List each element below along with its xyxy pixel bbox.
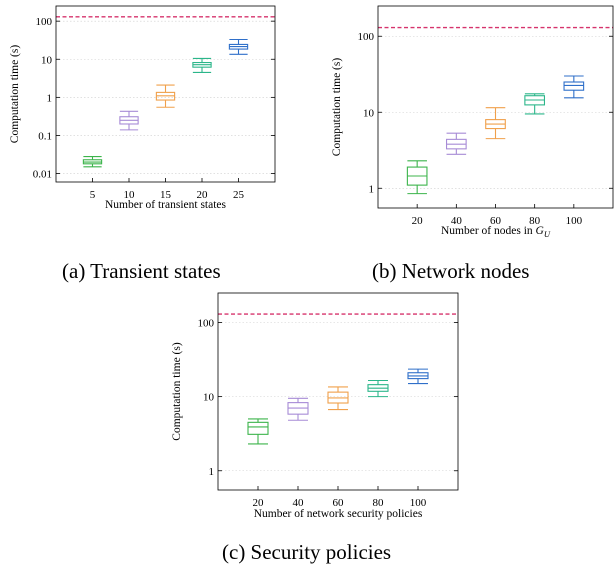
chart-a: 0.01 0.1 1 10 100 5 10 15 20 25 Number of transien… — [9, 5, 276, 211]
y-tick-label: 1 — [47, 92, 53, 104]
caption-a: (a) Transient states — [62, 259, 221, 283]
x-tick-label: 10 — [124, 189, 136, 201]
box-100 — [407, 368, 429, 385]
y-tick-label: 10 — [41, 54, 53, 66]
x-tick-label: 80 — [373, 497, 385, 509]
x-tick-label: 60 — [333, 497, 345, 509]
chart-panel-b: 1 10 100 20 40 60 80 100 Number of nodes in GU Co… — [318, 0, 616, 246]
y-tick-label: 0.01 — [33, 169, 52, 181]
x-tick-label: 40 — [293, 497, 305, 509]
plot-frame — [55, 5, 276, 183]
box-20 — [247, 418, 269, 445]
box-25 — [228, 38, 249, 55]
box-5 — [82, 155, 103, 168]
x-tick-label: 25 — [233, 189, 245, 201]
box-40 — [445, 132, 467, 155]
y-axis-label: Computation time (s) — [9, 45, 21, 144]
box-iqr — [563, 81, 585, 91]
box-60 — [485, 107, 506, 140]
x-axis-label: Number of nodes in GU — [441, 225, 551, 239]
y-tick-label: 10 — [363, 107, 375, 119]
y-tick-label: 0.1 — [38, 130, 52, 142]
box-15 — [155, 84, 176, 108]
x-tick-label: 100 — [410, 497, 427, 509]
box-80 — [367, 379, 389, 398]
box-10 — [119, 110, 139, 131]
y-tick-label: 1 — [369, 183, 375, 195]
chart-b: 1 10 100 20 40 60 80 100 Number of nodes in GU Co… — [331, 5, 614, 239]
x-tick-label: 20 — [197, 189, 209, 201]
x-tick-label: 80 — [529, 215, 541, 227]
x-tick-label: 100 — [566, 215, 583, 227]
x-axis-label: Number of transient states — [105, 199, 227, 211]
x-tick-label: 20 — [412, 215, 424, 227]
y-tick-label: 100 — [36, 16, 53, 28]
y-axis-label: Computation time (s) — [171, 342, 183, 441]
x-axis-label: Number of network security policies — [254, 508, 423, 520]
x-tick-label: 15 — [160, 189, 172, 201]
box-100 — [563, 75, 585, 99]
box-20 — [406, 160, 428, 195]
y-tick-label: 100 — [198, 317, 215, 329]
chart-panel-a: 0.01 0.1 1 10 100 5 10 15 20 25 Number of transien… — [0, 0, 290, 222]
y-tick-label: 1 — [209, 466, 215, 478]
x-tick-label: 40 — [451, 215, 463, 227]
box-20 — [192, 57, 212, 74]
x-tick-label: 5 — [90, 189, 96, 201]
caption-c: (c) Security policies — [222, 540, 392, 564]
y-tick-label: 10 — [203, 392, 215, 404]
chart-panel-c: 1 10 100 20 40 60 80 100 Number of network secur… — [158, 287, 463, 530]
x-tick-label: 20 — [253, 497, 265, 509]
caption-b: (b) Network nodes — [372, 259, 530, 283]
x-tick-label: 60 — [490, 215, 502, 227]
box-80 — [524, 93, 546, 115]
y-axis-label: Computation time (s) — [331, 58, 343, 157]
y-tick-label: 100 — [358, 31, 375, 43]
box-iqr — [247, 421, 269, 435]
box-40 — [287, 397, 309, 421]
box-60 — [327, 386, 349, 411]
